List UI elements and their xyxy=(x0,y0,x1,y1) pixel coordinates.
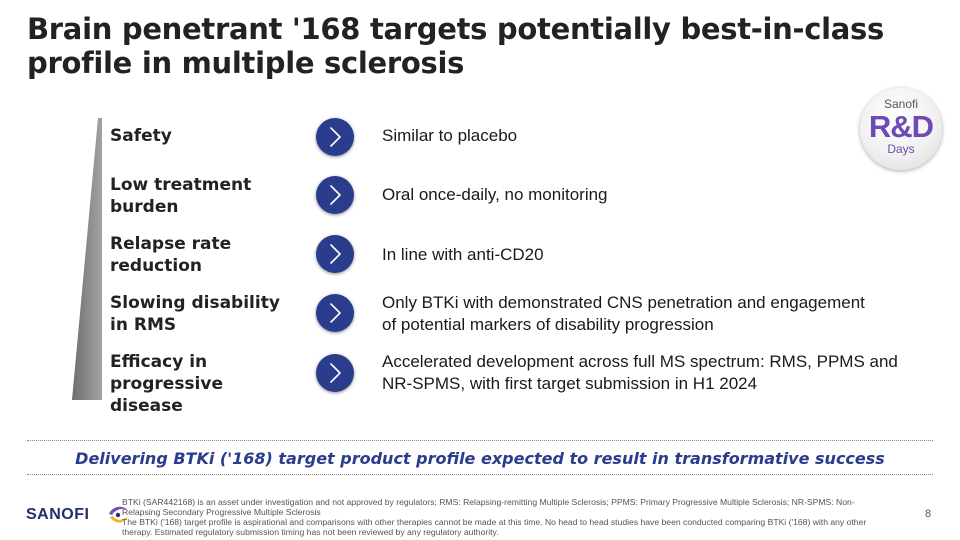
chevron-right-icon xyxy=(316,176,354,214)
footnote: BTKi (SAR442168) is an asset under inves… xyxy=(122,497,892,537)
row-label: Slowing disability in RMS xyxy=(110,293,280,335)
conclusion-statement: Delivering BTKi ('168) target product pr… xyxy=(75,449,885,468)
rd-days-badge: Sanofi R&D Days xyxy=(860,88,942,170)
row-description: Only BTKi with demonstrated CNS penetrat… xyxy=(382,293,865,334)
page-title: Brain penetrant '168 targets potentially… xyxy=(27,12,884,80)
badge-line-1: Sanofi xyxy=(883,97,919,111)
chevron-right-icon xyxy=(316,354,354,392)
row-label: Safety xyxy=(110,126,172,146)
logo-text: SANOFI xyxy=(26,506,90,523)
footnote-line-1: BTKi (SAR442168) is an asset under inves… xyxy=(122,497,855,517)
badge-line-3: Days xyxy=(887,142,915,156)
row-description: Oral once-daily, no monitoring xyxy=(382,185,608,204)
chevron-right-icon xyxy=(316,294,354,332)
footnote-line-2: The BTKi ('168) target profile is aspira… xyxy=(122,517,867,537)
row-label: Efficacy in progressive disease xyxy=(110,352,223,416)
row-description: Similar to placebo xyxy=(382,126,518,145)
divider-bottom xyxy=(27,474,933,475)
divider-top xyxy=(27,440,933,441)
row-description: Accelerated development across full MS s… xyxy=(382,352,898,393)
chevron-right-icon xyxy=(316,118,354,156)
row-description: In line with anti-CD20 xyxy=(382,245,544,264)
gradient-wedge xyxy=(72,118,102,400)
row-label: Low treatment burden xyxy=(110,175,252,217)
row-label: Relapse rate reduction xyxy=(110,234,232,276)
badge-line-2: R&D xyxy=(868,109,934,144)
sanofi-bird-icon xyxy=(109,506,128,523)
chevron-right-icon xyxy=(316,235,354,273)
page-number: 8 xyxy=(925,508,932,520)
